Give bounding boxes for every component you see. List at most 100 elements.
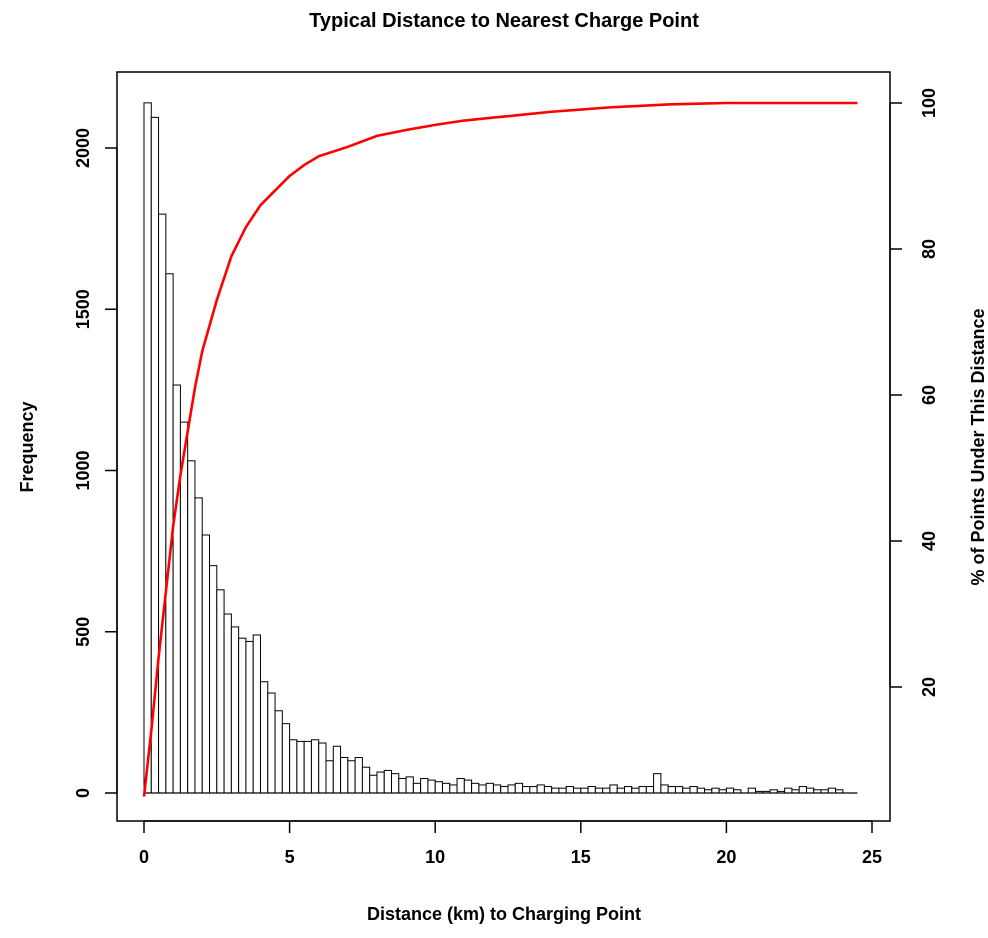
histogram-bar [274,710,283,794]
histogram-bar [580,787,589,794]
histogram-bar [223,613,232,794]
y-axis-label: Frequency [17,401,37,492]
y-axis-left-tick-label: 1000 [73,450,93,490]
histogram-bar [296,740,305,794]
histogram-bar [158,213,167,794]
histogram-bar [361,766,371,794]
histogram-bar [631,787,640,794]
histogram-bar [616,787,625,794]
histogram-bar [689,786,698,794]
histogram-bar [573,787,582,794]
histogram-bar [478,784,487,794]
histogram-bar [623,786,633,794]
histogram-bar [805,787,815,794]
histogram-bar [500,786,509,794]
histogram-bar [209,565,218,794]
histogram-bar [412,782,422,794]
histogram-bar [609,784,618,794]
histogram-bar [456,777,465,794]
histogram-bar [179,421,189,794]
histogram-bar [827,787,837,794]
y-axis-right-tick-label: 100 [919,88,939,118]
histogram-bar [347,760,356,794]
y-axis-left-tick-label: 1500 [73,289,93,329]
histogram-bar [441,782,451,794]
x-axis-label: Distance (km) to Charging Point [367,904,641,924]
histogram-bar [245,640,254,794]
histogram-bar [638,786,647,794]
histogram-bar [310,739,320,794]
chart-title: Typical Distance to Nearest Charge Point [309,10,699,32]
histogram-bar [391,773,400,794]
histogram-bar [725,787,735,794]
histogram-bar [303,740,312,794]
y-axis-left-tick-label: 2000 [73,128,93,168]
y-axis-right-tick-label: 80 [919,239,939,259]
histogram-bar [259,681,269,794]
histogram-bar [369,774,378,794]
histogram-bar [216,589,225,794]
histogram-bar [645,786,655,794]
cumulative-percent-line [142,101,858,797]
y-axis-right: 20 40 60 80 100 [889,88,939,697]
histogram-bar [674,786,684,794]
histogram-bar [194,497,203,794]
histogram-bar [507,784,516,794]
histogram-bar [405,776,414,794]
y-axis-left: 0 500 1000 1500 2000 [73,128,118,798]
histogram-bar [340,757,349,794]
histogram-bar [143,102,152,794]
x-axis-tick-label: 25 [862,847,882,867]
histogram-bar [667,786,676,794]
histogram-bar [434,781,443,794]
histogram-bar [522,786,531,794]
histogram-bar [558,787,567,794]
histogram-bar [427,779,436,794]
histogram-bar [602,787,611,794]
histogram-bar [551,787,560,794]
histogram-bar [332,745,342,794]
histogram-bar [383,769,393,794]
y-axis-left-tick-label: 500 [73,617,93,647]
histogram-bar [267,692,276,794]
histogram-bar [201,534,211,794]
histogram-bar [660,784,669,794]
histogram-bar [325,760,334,794]
histogram-bar [318,742,327,794]
histogram-bar [514,782,524,794]
histogram-bar [471,782,480,794]
histogram-bar [653,773,662,794]
y-axis-right-label: % of Points Under This Distance [968,308,988,585]
histogram-bar [587,786,596,794]
histogram-bar [252,634,261,794]
histogram-bar [784,787,793,794]
histogram-bar [420,777,429,794]
y-axis-right-tick-label: 60 [919,385,939,405]
histogram-bar [798,786,807,794]
x-axis-tick-label: 20 [716,847,736,867]
histogram-bar [172,384,181,794]
histogram-bar [536,784,545,794]
histogram-bar [449,784,458,794]
x-axis-tick-label: 0 [139,847,149,867]
histogram-bar [289,739,298,794]
histogram-bar [281,723,291,794]
y-axis-right-tick-label: 20 [919,677,939,697]
y-axis-left-tick-label: 0 [73,788,93,798]
histogram-bar [230,626,240,794]
histogram-bar [376,771,385,794]
histogram-bar [594,787,604,794]
histogram-bar [398,777,407,794]
histogram-bar [565,786,575,794]
x-axis-tick-label: 5 [285,847,295,867]
x-axis: 0 5 10 15 20 25 [139,820,882,867]
x-axis-tick-label: 15 [571,847,591,867]
histogram-bar [543,786,553,794]
y-axis-right-tick-label: 40 [919,531,939,551]
histogram-bar [696,787,706,794]
histogram-bar [492,784,502,794]
histogram-bar [529,786,538,794]
histogram-bar [463,779,473,794]
